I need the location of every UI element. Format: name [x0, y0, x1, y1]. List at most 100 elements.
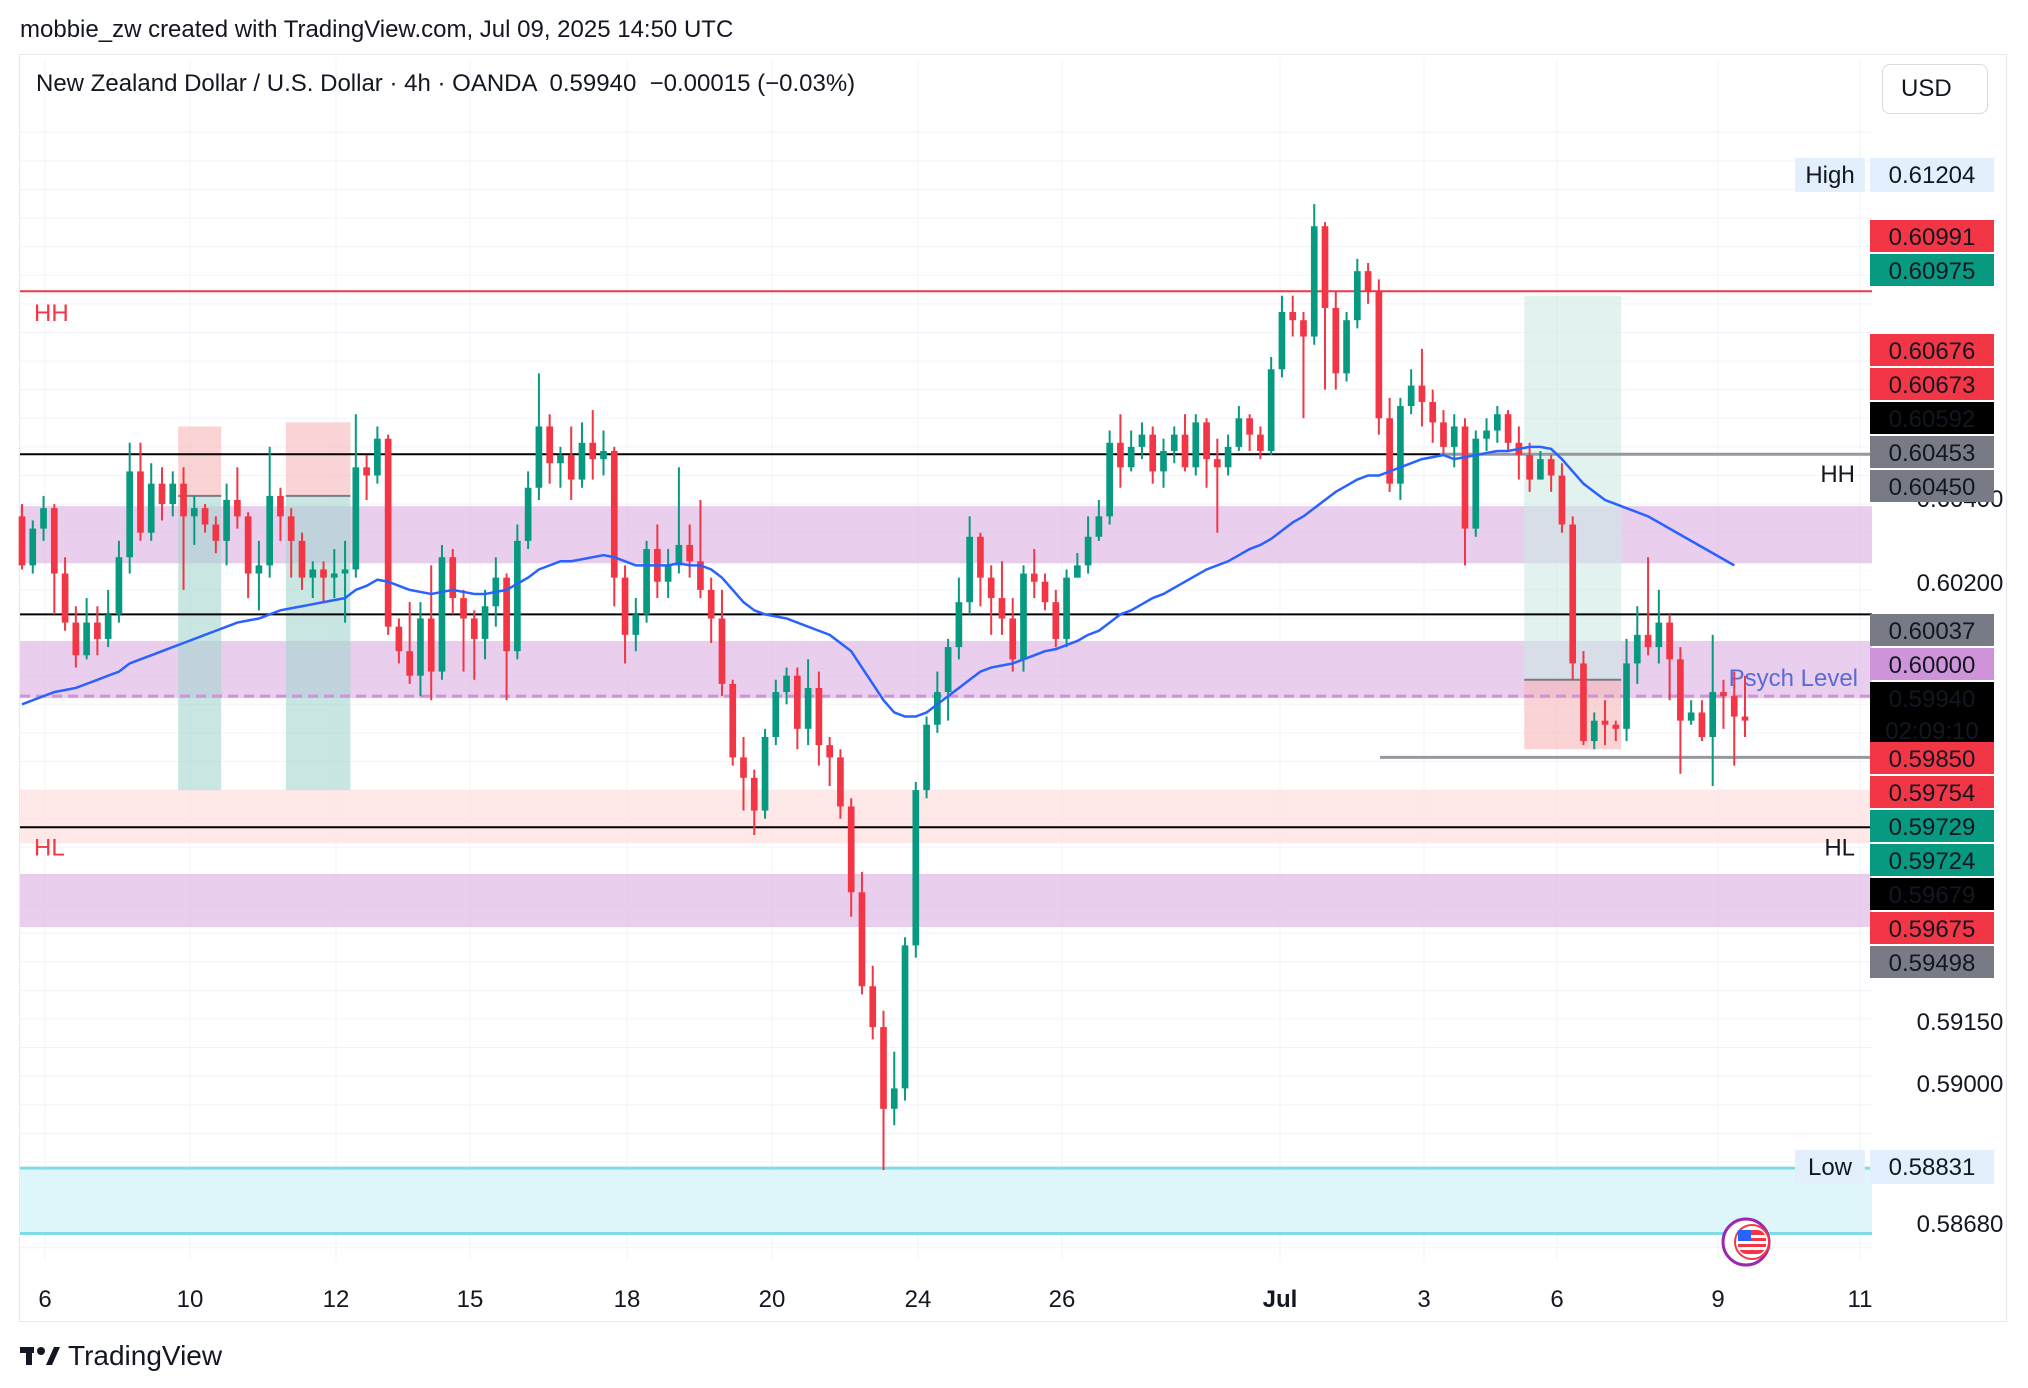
legend-last: 0.59940: [549, 70, 637, 97]
price-tag-box: [1870, 648, 1994, 680]
moving-average-line: [21, 445, 1735, 718]
legend-change: −0.00015: [649, 70, 751, 97]
candle-body: [1698, 712, 1706, 737]
candle-body: [1612, 724, 1620, 729]
y-tick-label: 0.58680: [1917, 1211, 2004, 1238]
price-tag-value: 0.59729: [1889, 814, 1976, 841]
candle-body: [115, 557, 123, 615]
candle-body: [1300, 320, 1307, 337]
candle-body: [201, 508, 209, 525]
candle-body: [406, 651, 414, 676]
candle-body: [1677, 659, 1684, 721]
candle-body: [977, 536, 984, 578]
tradingview-logo[interactable]: TradingView: [20, 1340, 222, 1372]
candle-body: [890, 1088, 898, 1109]
candle-body: [826, 745, 833, 758]
low-value-box: [1870, 1150, 1994, 1184]
price-tag-box: [1870, 368, 1994, 400]
y-tick-label: 0.59000: [1917, 1071, 2004, 1098]
candle-body: [1720, 692, 1727, 697]
countdown-timer: 02:09:10: [1885, 718, 1978, 745]
candle-body: [158, 483, 166, 505]
candle-body: [83, 622, 90, 656]
price-tag-value: 0.59940: [1889, 686, 1976, 713]
candle-body: [1730, 696, 1738, 717]
price-tag-box: [1870, 220, 1994, 252]
candle-body: [546, 426, 554, 464]
candle-body: [223, 500, 230, 541]
price-tag-value: 0.60673: [1889, 372, 1976, 399]
candle-body: [1623, 663, 1630, 729]
candle-body: [1633, 634, 1641, 664]
x-tick-label: 26: [1049, 1286, 1076, 1313]
currency-button[interactable]: USD: [1882, 64, 1988, 114]
candle-body: [287, 516, 295, 541]
candle-body: [1569, 524, 1577, 664]
candle-body: [1030, 573, 1038, 582]
candle-body: [1160, 450, 1167, 472]
candle-body: [934, 692, 941, 725]
zone-band: [20, 873, 1872, 927]
candle-body: [50, 508, 58, 574]
candle-body: [1246, 418, 1253, 435]
candle-body: [966, 536, 973, 603]
price-tags: High 0.61204 Low 0.58831 0.60991 0.60975 0.606…: [1795, 158, 1994, 1184]
candle-body: [858, 892, 866, 987]
candle-body: [1289, 312, 1297, 321]
candle-body: [1601, 720, 1609, 725]
candle-body: [1343, 320, 1350, 374]
candle-body: [880, 1027, 887, 1109]
candle-body: [869, 986, 877, 1028]
moving-average: [21, 445, 1735, 718]
price-tag-value: 0.60000: [1889, 652, 1976, 679]
candle-body: [1450, 426, 1458, 447]
legend-broker: OANDA: [452, 70, 537, 97]
candle-body: [794, 675, 801, 729]
candle-body: [1170, 434, 1178, 451]
candle-body: [987, 577, 995, 599]
x-tick-label: 6: [38, 1286, 51, 1313]
candle-body: [1117, 442, 1124, 468]
candle-body: [1440, 422, 1447, 447]
candle-body: [1181, 434, 1189, 468]
candle-body: [1278, 312, 1286, 370]
candle-body: [1063, 577, 1070, 639]
tradingview-logo-icon: [20, 1347, 60, 1365]
candle-body: [675, 544, 683, 566]
x-tick-label: 18: [614, 1286, 641, 1313]
candle-body: [578, 442, 586, 480]
candle-body: [837, 757, 844, 807]
candle-body: [277, 495, 284, 517]
level-label: HL: [34, 834, 65, 861]
candle-body: [1709, 692, 1717, 737]
price-tag-box: [1870, 682, 1994, 746]
candle-body: [169, 483, 177, 505]
high-label: High: [1805, 162, 1854, 189]
candle-body: [147, 483, 155, 533]
candle-body: [1483, 430, 1490, 439]
x-tick-label: 24: [905, 1286, 932, 1313]
price-tag-value: 0.60676: [1889, 338, 1976, 365]
candle-body: [330, 573, 338, 578]
candle-body: [212, 524, 220, 541]
candle-body: [514, 540, 521, 652]
psych-level-label: Psych Level: [1729, 665, 1858, 692]
price-tag-box: [1870, 912, 1994, 944]
candle-body: [1127, 446, 1135, 468]
trade-box-upper: [285, 422, 351, 496]
price-tag-value: 0.59498: [1889, 950, 1976, 977]
candle-body: [632, 614, 640, 635]
candle-body: [1472, 438, 1480, 529]
candle-body: [363, 467, 370, 476]
candle-body: [137, 471, 144, 533]
candle-body: [234, 500, 241, 517]
price-tag-box: [1870, 254, 1994, 286]
price-tag-box: [1870, 742, 1994, 774]
zone-band: [20, 1168, 1872, 1234]
candle-body: [1580, 663, 1587, 742]
x-tick-label: 11: [1848, 1286, 1873, 1313]
high-label-box: [1795, 158, 1865, 192]
candle-body: [664, 565, 672, 582]
